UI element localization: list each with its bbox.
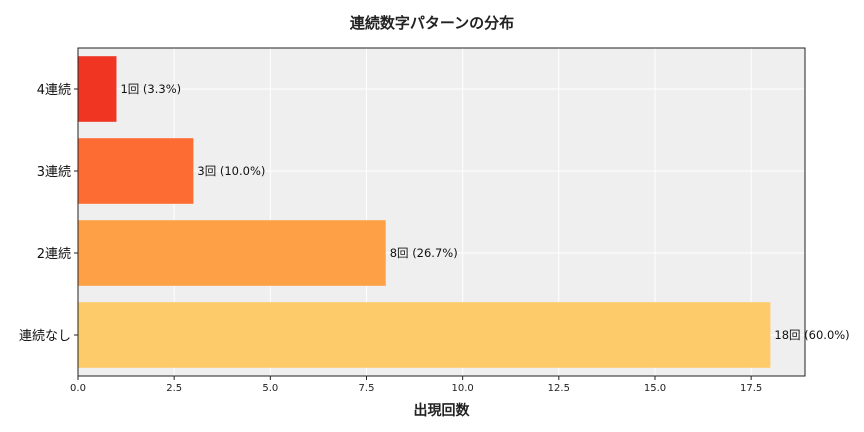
x-tick-label: 12.5 [548,383,570,394]
y-tick-label: 2連続 [37,247,71,262]
x-tick-label: 0.0 [70,383,86,394]
y-tick-label: 3連続 [37,165,71,180]
x-tick-label: 17.5 [740,383,762,394]
plot-frame [77,47,806,377]
x-tick-label: 5.0 [262,383,278,394]
data-label: 1回 (3.3%) [120,82,181,96]
data-label: 18回 (60.0%) [774,328,849,342]
y-tick-label: 連続なし [19,329,71,344]
x-tick-label: 10.0 [452,383,474,394]
y-tick-label: 4連続 [37,83,71,98]
x-tick-label: 7.5 [359,383,375,394]
x-tick-label: 15.0 [644,383,666,394]
bar [78,138,194,204]
bar [78,56,117,122]
x-tick-label: 2.5 [166,383,182,394]
data-label: 3回 (10.0%) [197,164,265,178]
chart-title: 連続数字パターンの分布 [349,14,515,32]
x-axis-label: 出現回数 [413,403,470,419]
bar [78,302,771,368]
data-label: 8回 (26.7%) [390,246,458,260]
bar [78,220,386,286]
